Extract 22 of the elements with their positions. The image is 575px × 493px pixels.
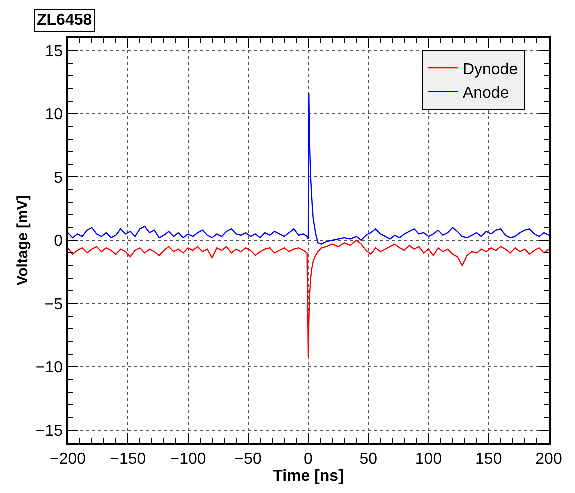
x-tick-label: −150 xyxy=(110,450,146,468)
line-series xyxy=(68,240,549,358)
x-tick-label: −50 xyxy=(234,450,262,468)
y-tick-label: 5 xyxy=(54,170,64,187)
chart-title: ZL6458 xyxy=(37,12,92,29)
y-tick-label: −10 xyxy=(36,360,64,377)
legend-label: Dynode xyxy=(462,61,518,78)
legend-label: Anode xyxy=(462,85,510,102)
x-tick-label: 150 xyxy=(476,450,502,468)
x-tick-label: −100 xyxy=(170,450,206,468)
y-tick-label: −5 xyxy=(44,296,64,314)
x-tick-label: 0 xyxy=(304,450,314,468)
x-tick-label: 200 xyxy=(536,450,562,468)
y-tick-label: −15 xyxy=(36,422,64,440)
y-tick-label: 15 xyxy=(45,43,64,60)
x-tick-label: 50 xyxy=(360,450,378,468)
x-axis-title: Time [ns] xyxy=(273,468,344,485)
y-axis-title: Voltage [mV] xyxy=(14,195,32,286)
y-tick-label: 10 xyxy=(45,106,64,124)
x-tick-label: 100 xyxy=(415,450,442,468)
y-tick-label: 0 xyxy=(54,233,64,250)
x-tick-label: −200 xyxy=(50,450,86,468)
